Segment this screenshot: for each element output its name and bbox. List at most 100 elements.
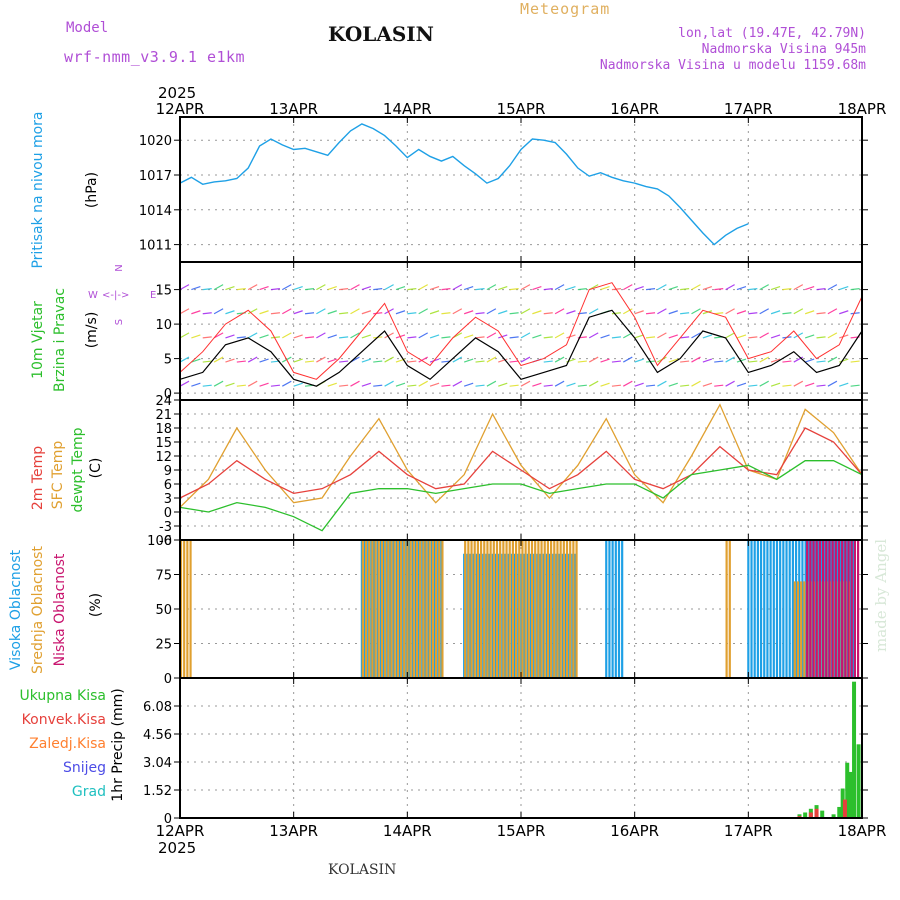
wind-barb xyxy=(623,356,633,363)
wind-barb xyxy=(202,336,212,339)
dewpoint-line xyxy=(179,460,863,532)
wind-barb xyxy=(634,334,644,339)
wind-barb xyxy=(407,384,417,387)
wind-barb xyxy=(441,336,451,339)
cloud-axis-label-3: Niska Oblacnost xyxy=(52,553,68,666)
precip-bar xyxy=(808,812,813,818)
wind-barb xyxy=(498,358,508,363)
wind-barb xyxy=(418,308,428,315)
wind-barb xyxy=(759,284,769,291)
wind-barb xyxy=(588,332,599,339)
wind-barb xyxy=(611,312,621,315)
wind-barb xyxy=(804,334,815,339)
wind-barb xyxy=(316,332,326,339)
wind-barb xyxy=(543,336,553,339)
x-tick-label-top: 18APR xyxy=(838,100,887,118)
wind-barb xyxy=(361,310,372,315)
precip-legend-item: Konvek.Kisa xyxy=(22,712,106,728)
x-tick-label-bottom: 12APR xyxy=(156,822,205,840)
wind-barb xyxy=(441,312,451,315)
precip-bar xyxy=(852,681,857,818)
wind-barb xyxy=(259,310,269,315)
precip-bar xyxy=(837,806,842,818)
wind-barb xyxy=(202,360,212,363)
wind-barb xyxy=(191,334,201,339)
y-tick-label: 50 xyxy=(155,603,172,618)
wind-barb xyxy=(532,310,542,315)
precip-bar xyxy=(831,814,836,818)
elevation-model: Nadmorska Visina u modelu 1159.68m xyxy=(599,58,866,73)
wind-barb xyxy=(804,310,815,315)
wind-barb xyxy=(509,312,519,315)
wind-barb xyxy=(179,308,190,315)
y-tick-label: 1.52 xyxy=(143,784,172,799)
wind-barb xyxy=(600,286,610,291)
y-tick-label: 1020 xyxy=(139,134,172,149)
wind-barb xyxy=(588,308,599,315)
wind-barb xyxy=(645,384,656,387)
x-tick-label-top: 13APR xyxy=(269,100,318,118)
y-tick-label: 0 xyxy=(164,672,172,687)
wind-barb xyxy=(600,358,610,363)
wind-barb xyxy=(634,358,644,363)
x-tick-label-bottom: 17APR xyxy=(724,822,773,840)
temp-axis-label-2: SFC Temp xyxy=(50,441,66,510)
wind-barb xyxy=(782,288,792,291)
y-tick-label: -3 xyxy=(159,520,172,535)
wind-barb xyxy=(236,360,246,363)
y-tick-label: 0 xyxy=(164,812,172,827)
wind-barb xyxy=(748,336,758,339)
footer-station: KOLASIN xyxy=(328,862,397,878)
wind-barb xyxy=(236,384,246,387)
wind-barb xyxy=(850,312,860,315)
wind-barb xyxy=(259,286,269,291)
wind-barb xyxy=(543,360,553,363)
wind-barb xyxy=(498,310,508,315)
wind-barb xyxy=(213,356,224,363)
wind-unit-label: (m/s) xyxy=(84,312,100,349)
wind-barb xyxy=(339,288,349,291)
wind-barb xyxy=(839,358,849,363)
precip-bar xyxy=(814,808,819,818)
wind-barb xyxy=(350,332,360,339)
wind-barb xyxy=(418,332,428,339)
pressure-line xyxy=(179,123,749,246)
wind-barb xyxy=(634,286,644,291)
wind-barb xyxy=(770,358,781,363)
wind-barb xyxy=(463,358,474,363)
wind-barb xyxy=(816,288,826,291)
wind-barb xyxy=(736,334,747,339)
wind-barb xyxy=(498,334,508,339)
wind-barb xyxy=(657,332,667,339)
y-tick-label: 5 xyxy=(164,353,172,368)
wind-barb xyxy=(429,334,440,339)
y-tick-label: 10 xyxy=(155,318,172,333)
wind-barb xyxy=(463,334,474,339)
wind-barb xyxy=(827,308,838,315)
wind-barb xyxy=(554,332,565,339)
wind-barb xyxy=(395,310,406,315)
compass-s: S xyxy=(114,319,125,325)
wind-barb xyxy=(645,288,656,291)
model-label: Model xyxy=(66,20,109,36)
wind-barb xyxy=(839,310,849,315)
y-tick-label: 15 xyxy=(155,284,172,299)
wind-barb xyxy=(702,382,713,387)
wind-barb xyxy=(577,360,587,363)
wind-barb xyxy=(270,336,280,339)
wind-barb xyxy=(725,284,735,291)
wind-barb xyxy=(793,380,804,387)
y-tick-label: 3.04 xyxy=(143,756,172,771)
wind-barb xyxy=(554,308,565,315)
wind-barb xyxy=(702,286,713,291)
y-tick-label: 1017 xyxy=(139,169,172,184)
precip-unit-label: 1hr Precip (mm) xyxy=(110,688,126,801)
wind-barb xyxy=(714,312,724,315)
wind-gust-line xyxy=(179,282,863,380)
wind-barb xyxy=(202,384,212,387)
wind-barb xyxy=(191,358,201,363)
wind-barb xyxy=(407,288,417,291)
wind-barb xyxy=(566,334,576,339)
wind-barb xyxy=(213,284,224,291)
wind-barb xyxy=(179,284,190,291)
